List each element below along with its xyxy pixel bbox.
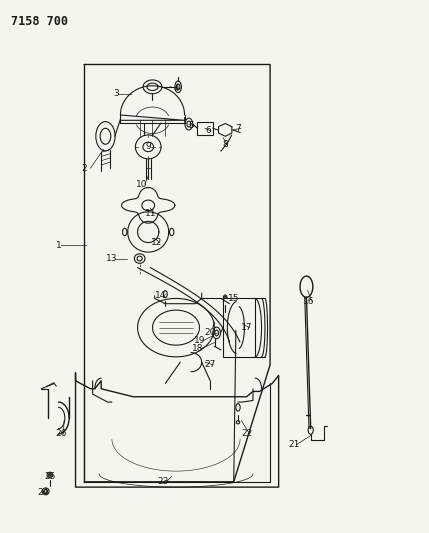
Ellipse shape	[134, 254, 145, 263]
Text: 17: 17	[241, 323, 252, 332]
Ellipse shape	[187, 121, 191, 127]
Text: 26: 26	[55, 430, 66, 439]
Text: 18: 18	[192, 344, 203, 353]
Ellipse shape	[163, 290, 167, 297]
Ellipse shape	[214, 330, 218, 336]
Ellipse shape	[44, 489, 48, 493]
Ellipse shape	[96, 122, 115, 151]
Ellipse shape	[175, 81, 181, 93]
Ellipse shape	[185, 118, 193, 130]
Text: 24: 24	[38, 488, 49, 497]
Text: 15: 15	[228, 294, 239, 303]
Text: 23: 23	[157, 478, 169, 486]
Ellipse shape	[47, 472, 53, 478]
Text: 6: 6	[205, 126, 211, 135]
Ellipse shape	[169, 228, 174, 236]
Text: 7: 7	[235, 124, 241, 133]
Ellipse shape	[308, 426, 313, 434]
Ellipse shape	[136, 135, 161, 159]
Text: 16: 16	[303, 296, 314, 305]
Bar	[223, 298, 255, 357]
Text: 13: 13	[106, 254, 118, 263]
Bar	[197, 122, 213, 135]
Text: 19: 19	[194, 336, 205, 345]
Ellipse shape	[123, 228, 127, 236]
Ellipse shape	[143, 142, 154, 152]
Text: 5: 5	[188, 121, 194, 130]
Text: 4: 4	[173, 84, 179, 93]
Ellipse shape	[223, 295, 227, 302]
Ellipse shape	[137, 256, 142, 261]
Ellipse shape	[42, 488, 49, 495]
Text: 10: 10	[136, 180, 148, 189]
Text: 9: 9	[145, 142, 151, 151]
Text: 14: 14	[155, 291, 167, 300]
Ellipse shape	[213, 327, 221, 339]
Text: 22: 22	[241, 430, 252, 439]
Ellipse shape	[48, 473, 51, 476]
Ellipse shape	[236, 421, 240, 424]
Ellipse shape	[236, 403, 240, 411]
Text: 25: 25	[44, 472, 56, 481]
Text: 12: 12	[151, 238, 163, 247]
Text: 8: 8	[222, 140, 228, 149]
Text: 11: 11	[145, 209, 156, 218]
Text: 3: 3	[113, 89, 119, 98]
Text: 20: 20	[205, 328, 216, 337]
Text: 27: 27	[205, 360, 216, 369]
Ellipse shape	[224, 296, 226, 300]
Text: 21: 21	[288, 440, 299, 449]
Text: 7158 700: 7158 700	[12, 14, 68, 28]
Text: 2: 2	[81, 164, 87, 173]
Ellipse shape	[100, 128, 111, 144]
Text: 1: 1	[55, 241, 61, 250]
Ellipse shape	[176, 84, 180, 90]
